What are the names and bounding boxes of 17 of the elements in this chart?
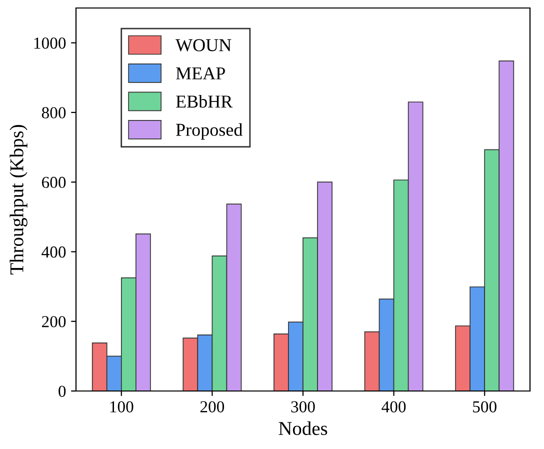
legend-label: MEAP [176,67,225,80]
x-tick-label: 500 [473,401,496,412]
legend-label: WOUN [176,39,232,52]
legend-label: Proposed [176,123,242,140]
y-axis-title: Throughput (Kbps) [10,125,28,274]
x-tick-label: 200 [200,401,224,412]
x-tick-label: 100 [110,401,134,412]
y-tick-label: 800 [42,107,66,118]
y-tick-label: 400 [42,246,66,258]
y-tick-label: 1000 [34,38,66,49]
y-tick-label: 200 [42,316,66,328]
x-axis-title: Nodes [278,421,328,436]
y-tick-label: 0 [58,386,66,397]
x-tick-label: 300 [291,401,315,412]
x-tick-label: 400 [382,401,406,412]
y-tick-label: 600 [42,176,66,188]
legend-label: EBbHR [176,95,233,108]
